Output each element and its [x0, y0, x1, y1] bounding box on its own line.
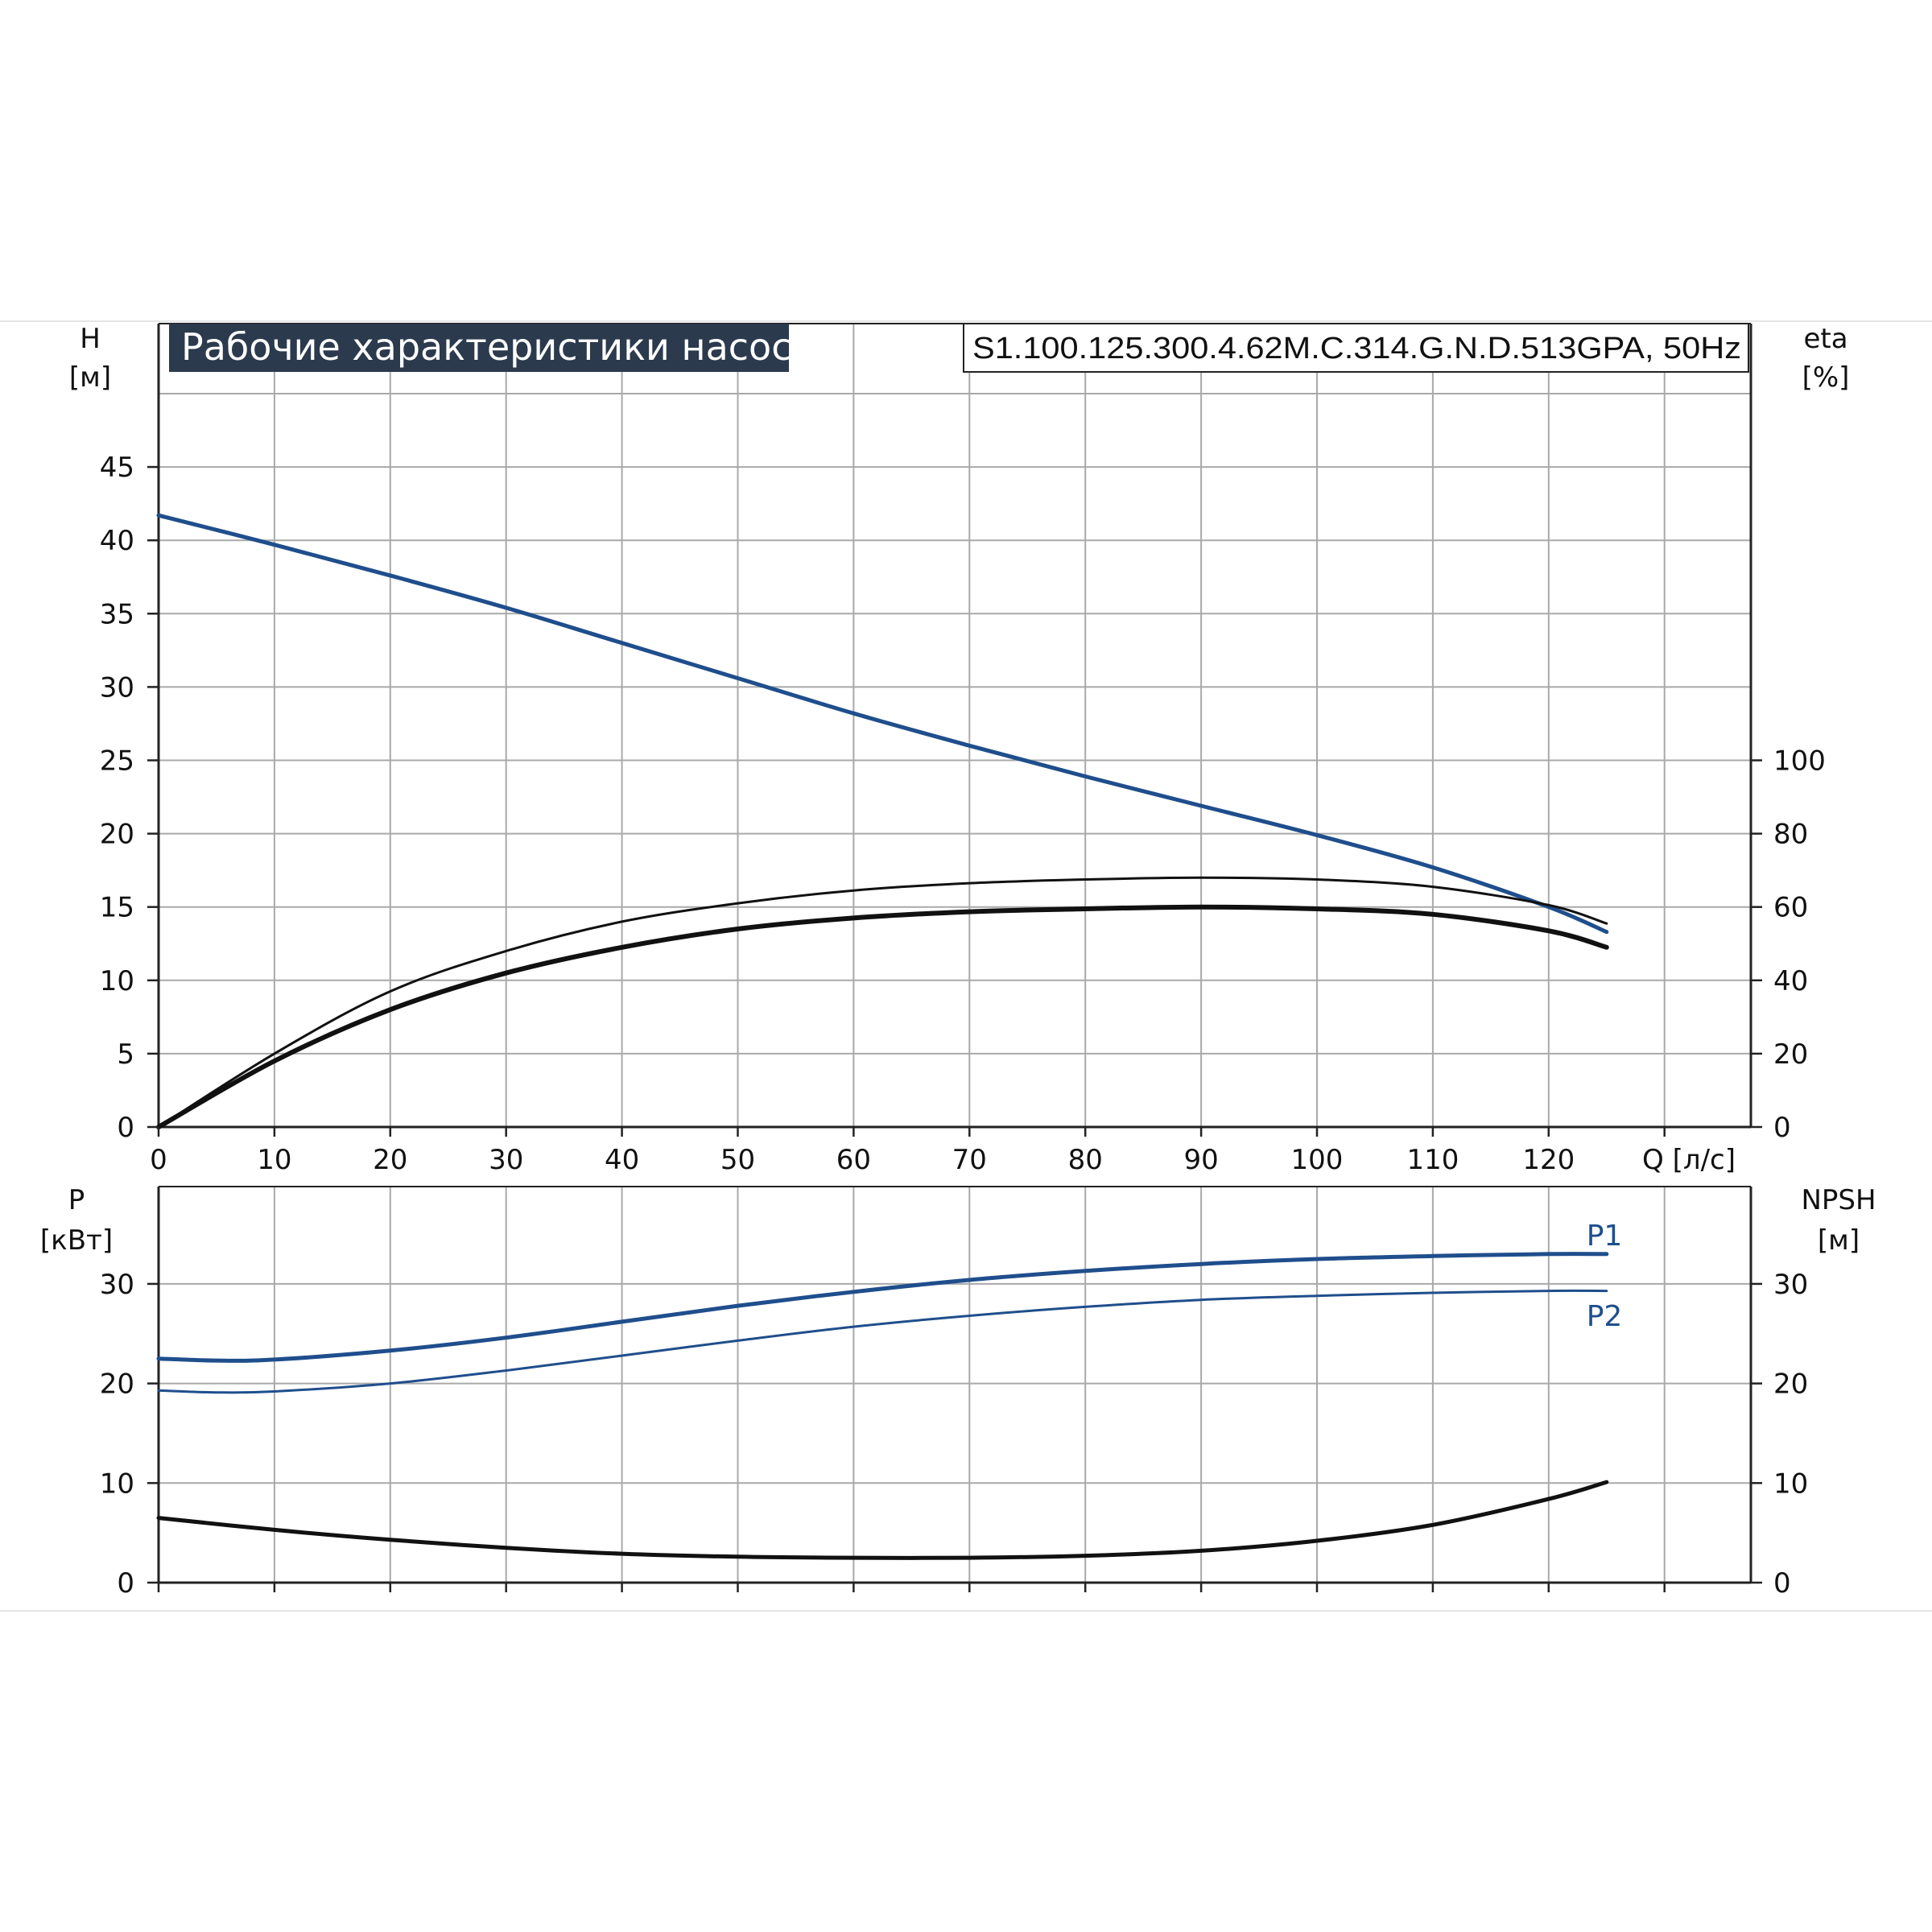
y-right-tick-label-bottom-30: 30 — [1773, 1269, 1808, 1301]
y-left-tick-label-top-20: 20 — [100, 819, 134, 851]
y-left-unit-top: [м] — [69, 361, 111, 394]
y-left-symbol-bottom: P — [68, 1184, 85, 1216]
model-box — [963, 323, 1749, 373]
y-left-tick-label-bottom-10: 10 — [100, 1468, 134, 1500]
efficiency-curve-thin — [157, 876, 1608, 1129]
x-tick-label-70: 70 — [952, 1144, 987, 1176]
y-left-tick-label-bottom-30: 30 — [100, 1269, 134, 1301]
x-tick-label-60: 60 — [836, 1144, 871, 1176]
x-tick-label-20: 20 — [373, 1144, 407, 1176]
y-right-tick-label-bottom-20: 20 — [1773, 1368, 1808, 1401]
y-right-symbol-top: eta — [1803, 323, 1847, 355]
y-right-tick-label-bottom-0: 0 — [1773, 1567, 1791, 1600]
head-curve — [156, 513, 1609, 935]
x-tick-label-40: 40 — [605, 1144, 639, 1176]
npsh-curve — [156, 1480, 1609, 1560]
title-background — [169, 324, 789, 372]
y-left-tick-label-top-25: 25 — [100, 745, 134, 778]
series-label-p2: P2 — [1587, 1300, 1623, 1333]
x-tick-label-50: 50 — [720, 1144, 755, 1176]
y-right-tick-label-top-0: 0 — [1773, 1112, 1791, 1144]
efficiency-curve-thick — [156, 904, 1609, 1129]
y-right-tick-label-top-60: 60 — [1773, 892, 1808, 924]
y-left-tick-label-bottom-20: 20 — [100, 1368, 134, 1401]
y-right-tick-label-bottom-10: 10 — [1773, 1468, 1808, 1500]
x-tick-label-90: 90 — [1183, 1144, 1218, 1176]
series-label-p1: P1 — [1587, 1220, 1623, 1253]
y-right-symbol-bottom: NPSH — [1801, 1184, 1876, 1216]
x-tick-label-10: 10 — [257, 1144, 291, 1176]
y-left-tick-label-top-45: 45 — [100, 452, 134, 484]
y-right-unit-bottom: [м] — [1818, 1224, 1860, 1257]
x-tick-label-120: 120 — [1522, 1144, 1575, 1176]
y-left-tick-label-top-35: 35 — [100, 598, 134, 630]
x-tick-label-80: 80 — [1068, 1144, 1103, 1176]
curves — [156, 513, 1609, 1560]
x-tick-label-100: 100 — [1291, 1144, 1344, 1176]
chart-title: Рабочие характеристики насоса — [181, 325, 815, 369]
y-left-tick-label-bottom-0: 0 — [117, 1567, 134, 1600]
y-left-tick-label-top-0: 0 — [117, 1112, 134, 1144]
x-tick-label-30: 30 — [489, 1144, 523, 1176]
y-left-symbol-top: H — [80, 323, 101, 355]
p2-power-curve — [157, 1289, 1608, 1394]
y-right-unit-top: [%] — [1802, 361, 1850, 394]
y-left-tick-label-top-40: 40 — [100, 525, 134, 557]
x-tick-label-110: 110 — [1406, 1144, 1459, 1176]
y-right-tick-label-top-80: 80 — [1773, 819, 1808, 851]
x-tick-label-0: 0 — [150, 1144, 167, 1176]
y-left-tick-label-top-30: 30 — [100, 671, 134, 704]
y-left-unit-bottom: [кВт] — [40, 1224, 113, 1257]
y-left-tick-label-top-5: 5 — [117, 1038, 134, 1071]
model-label: S1.100.125.300.4.62M.C.314.G.N.D.513GPA,… — [972, 332, 1741, 365]
y-right-tick-label-top-40: 40 — [1773, 965, 1808, 997]
y-right-tick-label-top-20: 20 — [1773, 1038, 1808, 1071]
y-right-tick-label-top-100: 100 — [1773, 745, 1826, 778]
x-axis-label: Q [л/с] — [1642, 1144, 1736, 1176]
y-left-tick-label-top-10: 10 — [100, 965, 134, 997]
bottom-chart-grid — [157, 1186, 1752, 1584]
y-left-tick-label-top-15: 15 — [100, 892, 134, 924]
p1-power-curve — [156, 1252, 1609, 1363]
axis-ticks: 0 10 20 30 40 50 60 70 80 90 100 110 120051015202530… — [100, 452, 1826, 1600]
